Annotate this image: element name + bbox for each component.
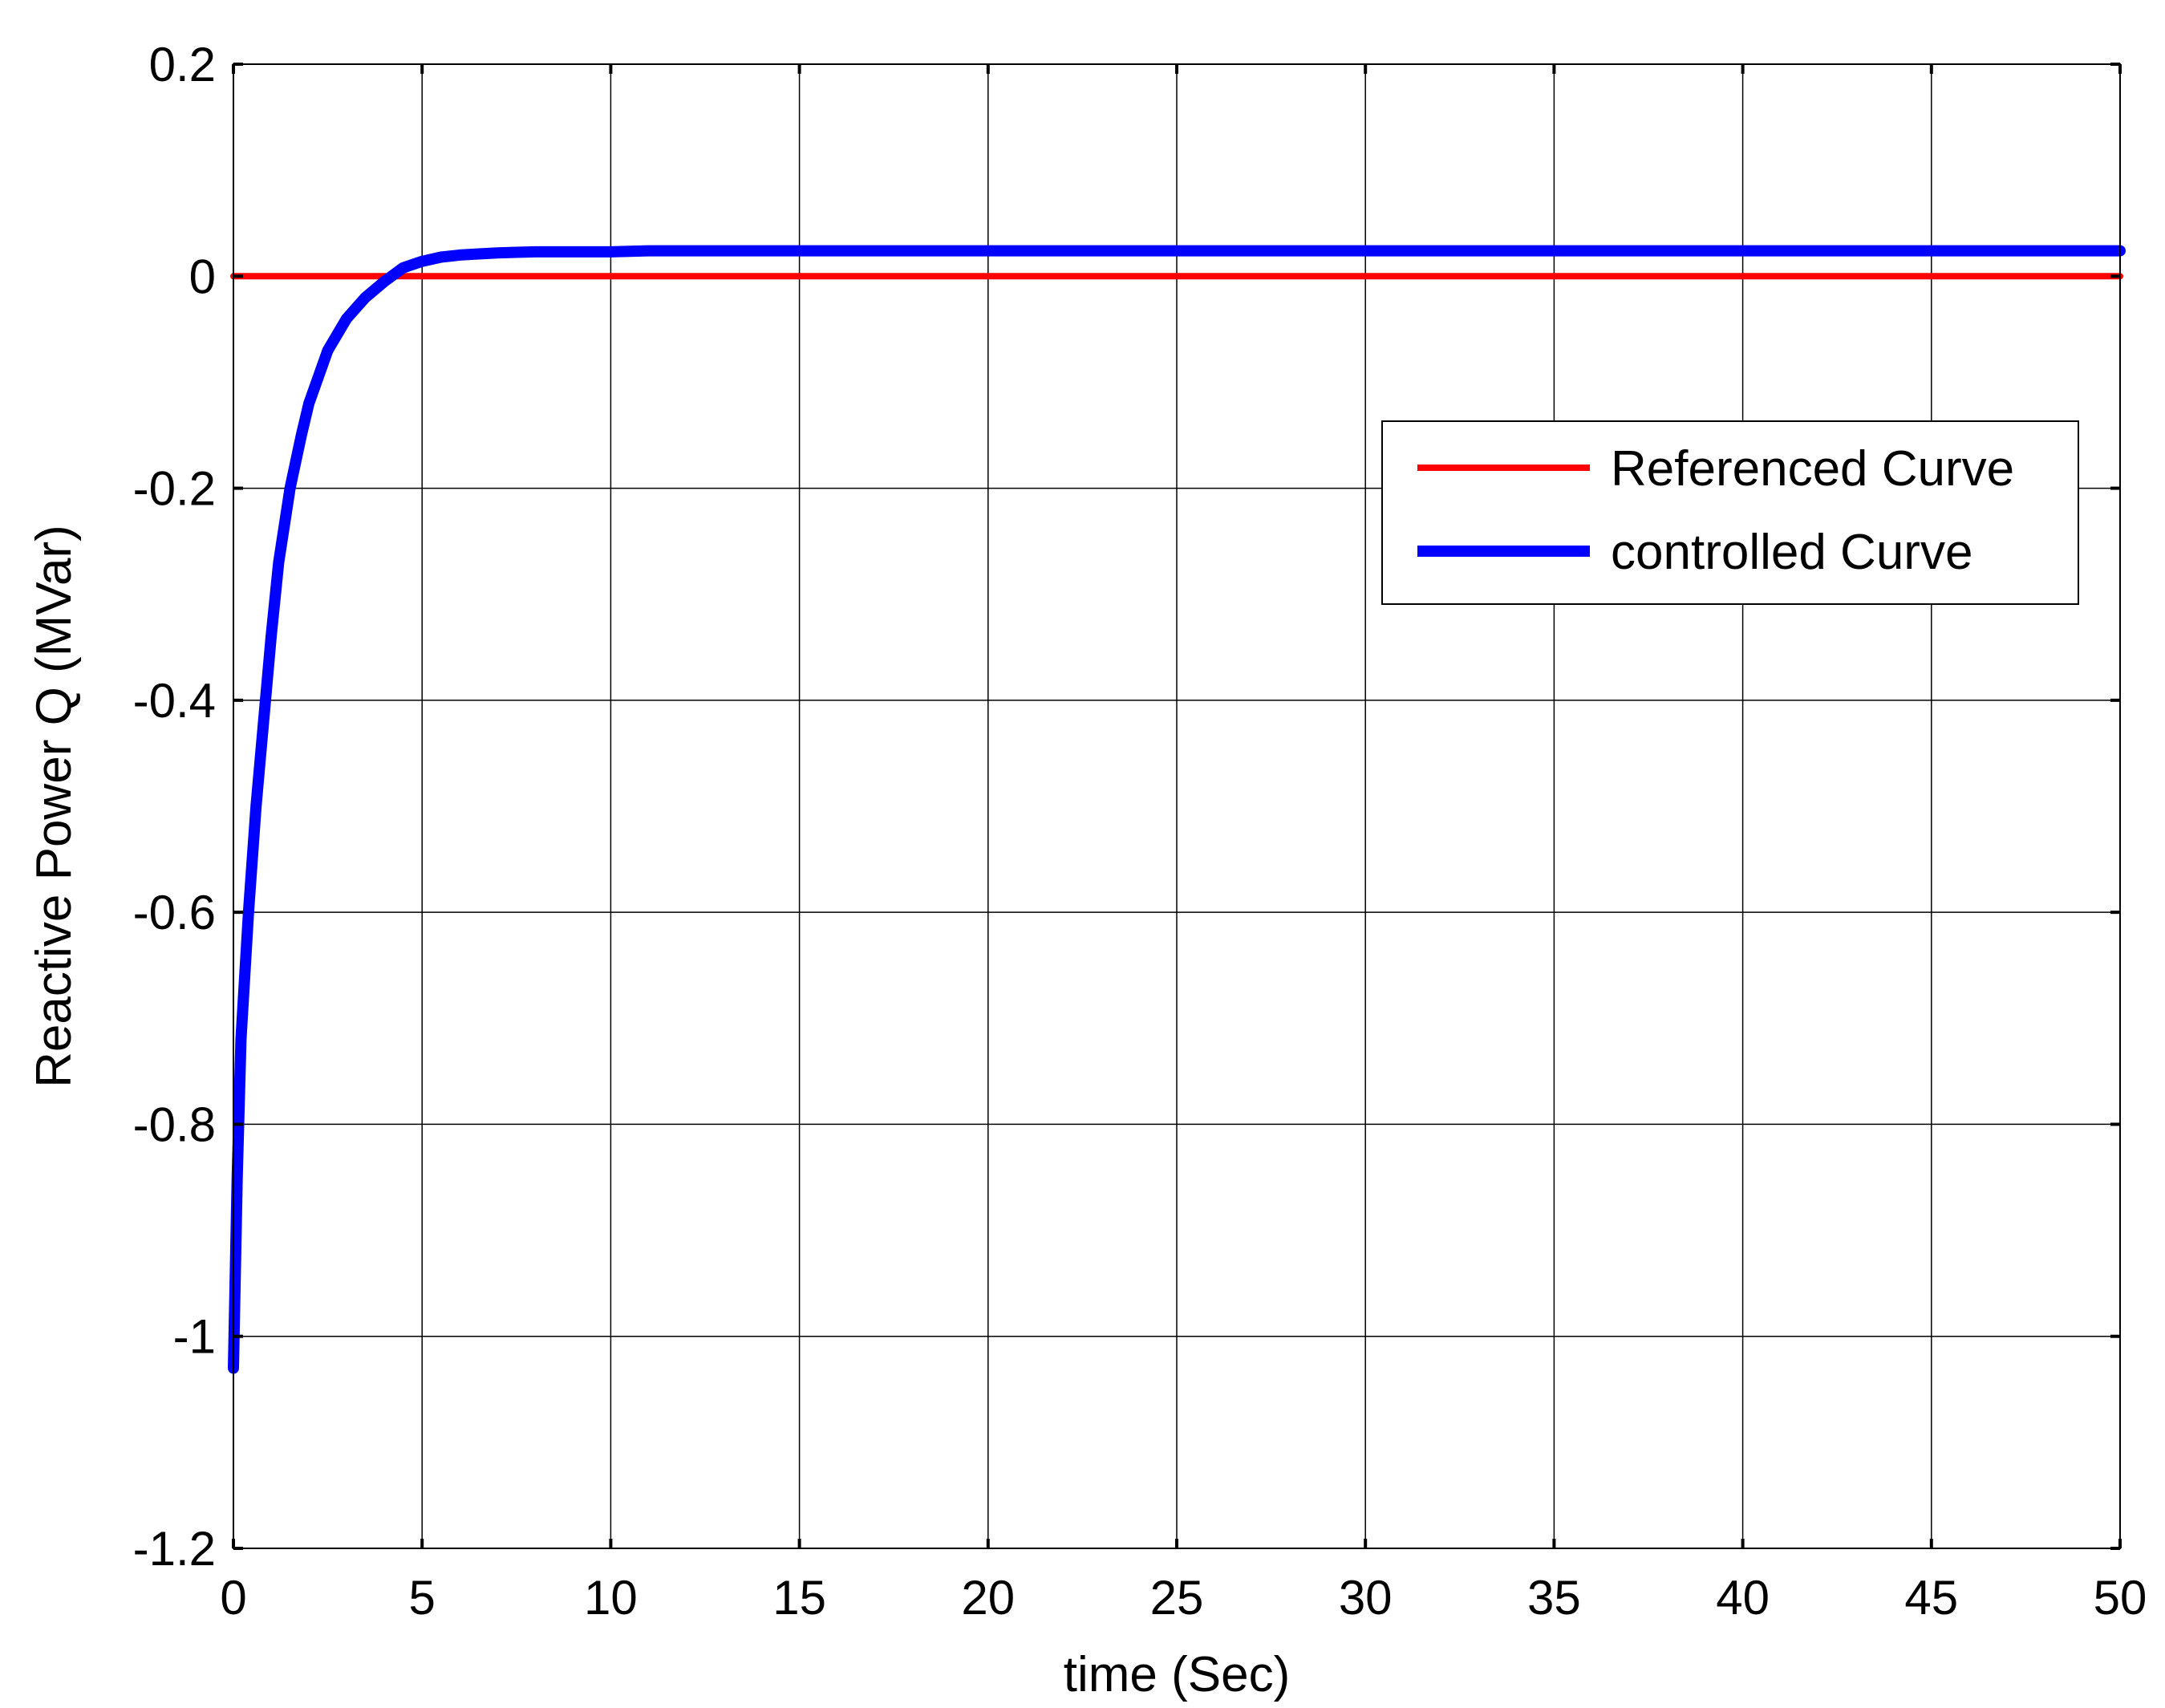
legend-box <box>1381 420 2079 605</box>
y-tick-label: -0.2 <box>133 462 216 516</box>
tick-marks <box>232 63 2122 1550</box>
x-tick-label: 45 <box>1904 1571 1958 1625</box>
y-axis-label: Reactive Power Q (MVar) <box>26 525 82 1088</box>
x-tick-label: 20 <box>961 1571 1015 1625</box>
x-tick-label: 25 <box>1150 1571 1204 1625</box>
y-tick-label: -1.2 <box>133 1522 216 1576</box>
x-tick-labels: 0 5 10 15 20 25 30 35 40 45 50 <box>220 1571 2147 1625</box>
x-tick-label: 30 <box>1339 1571 1393 1625</box>
x-tick-label: 0 <box>220 1571 246 1625</box>
x-tick-label: 5 <box>409 1571 436 1625</box>
series-group <box>228 245 2126 1374</box>
x-tick-label: 35 <box>1527 1571 1581 1625</box>
y-tick-label: 0.2 <box>149 38 216 91</box>
x-tick-label: 15 <box>772 1571 826 1625</box>
series-line-controlled <box>228 245 2126 1374</box>
x-tick-label: 40 <box>1716 1571 1770 1625</box>
x-axis-label: time (Sec) <box>1064 1647 1290 1702</box>
y-tick-label: -0.4 <box>133 674 216 728</box>
legend-label-controlled: controlled Curve <box>1611 525 1972 580</box>
y-tick-label: -0.8 <box>133 1097 216 1151</box>
y-tick-label: -1 <box>173 1310 216 1364</box>
x-tick-label: 10 <box>584 1571 638 1625</box>
legend: Referenced Curve controlled Curve <box>1381 420 2079 605</box>
y-tick-label: -0.6 <box>133 886 216 939</box>
x-tick-label: 50 <box>2094 1571 2147 1625</box>
y-tick-label: 0 <box>189 250 216 303</box>
y-tick-labels: -1.2 -1 -0.8 -0.6 -0.4 -0.2 0 0.2 <box>133 38 216 1576</box>
grid <box>233 63 2121 1549</box>
legend-label-referenced: Referenced Curve <box>1611 441 2014 497</box>
